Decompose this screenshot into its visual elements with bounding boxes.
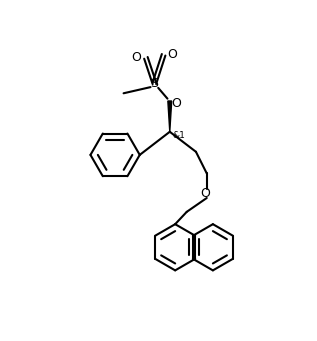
Polygon shape [168,101,172,132]
Text: O: O [200,187,210,200]
Text: &1: &1 [172,131,185,140]
Text: O: O [132,51,142,64]
Text: S: S [150,77,158,90]
Text: O: O [167,48,177,61]
Text: O: O [171,97,181,110]
